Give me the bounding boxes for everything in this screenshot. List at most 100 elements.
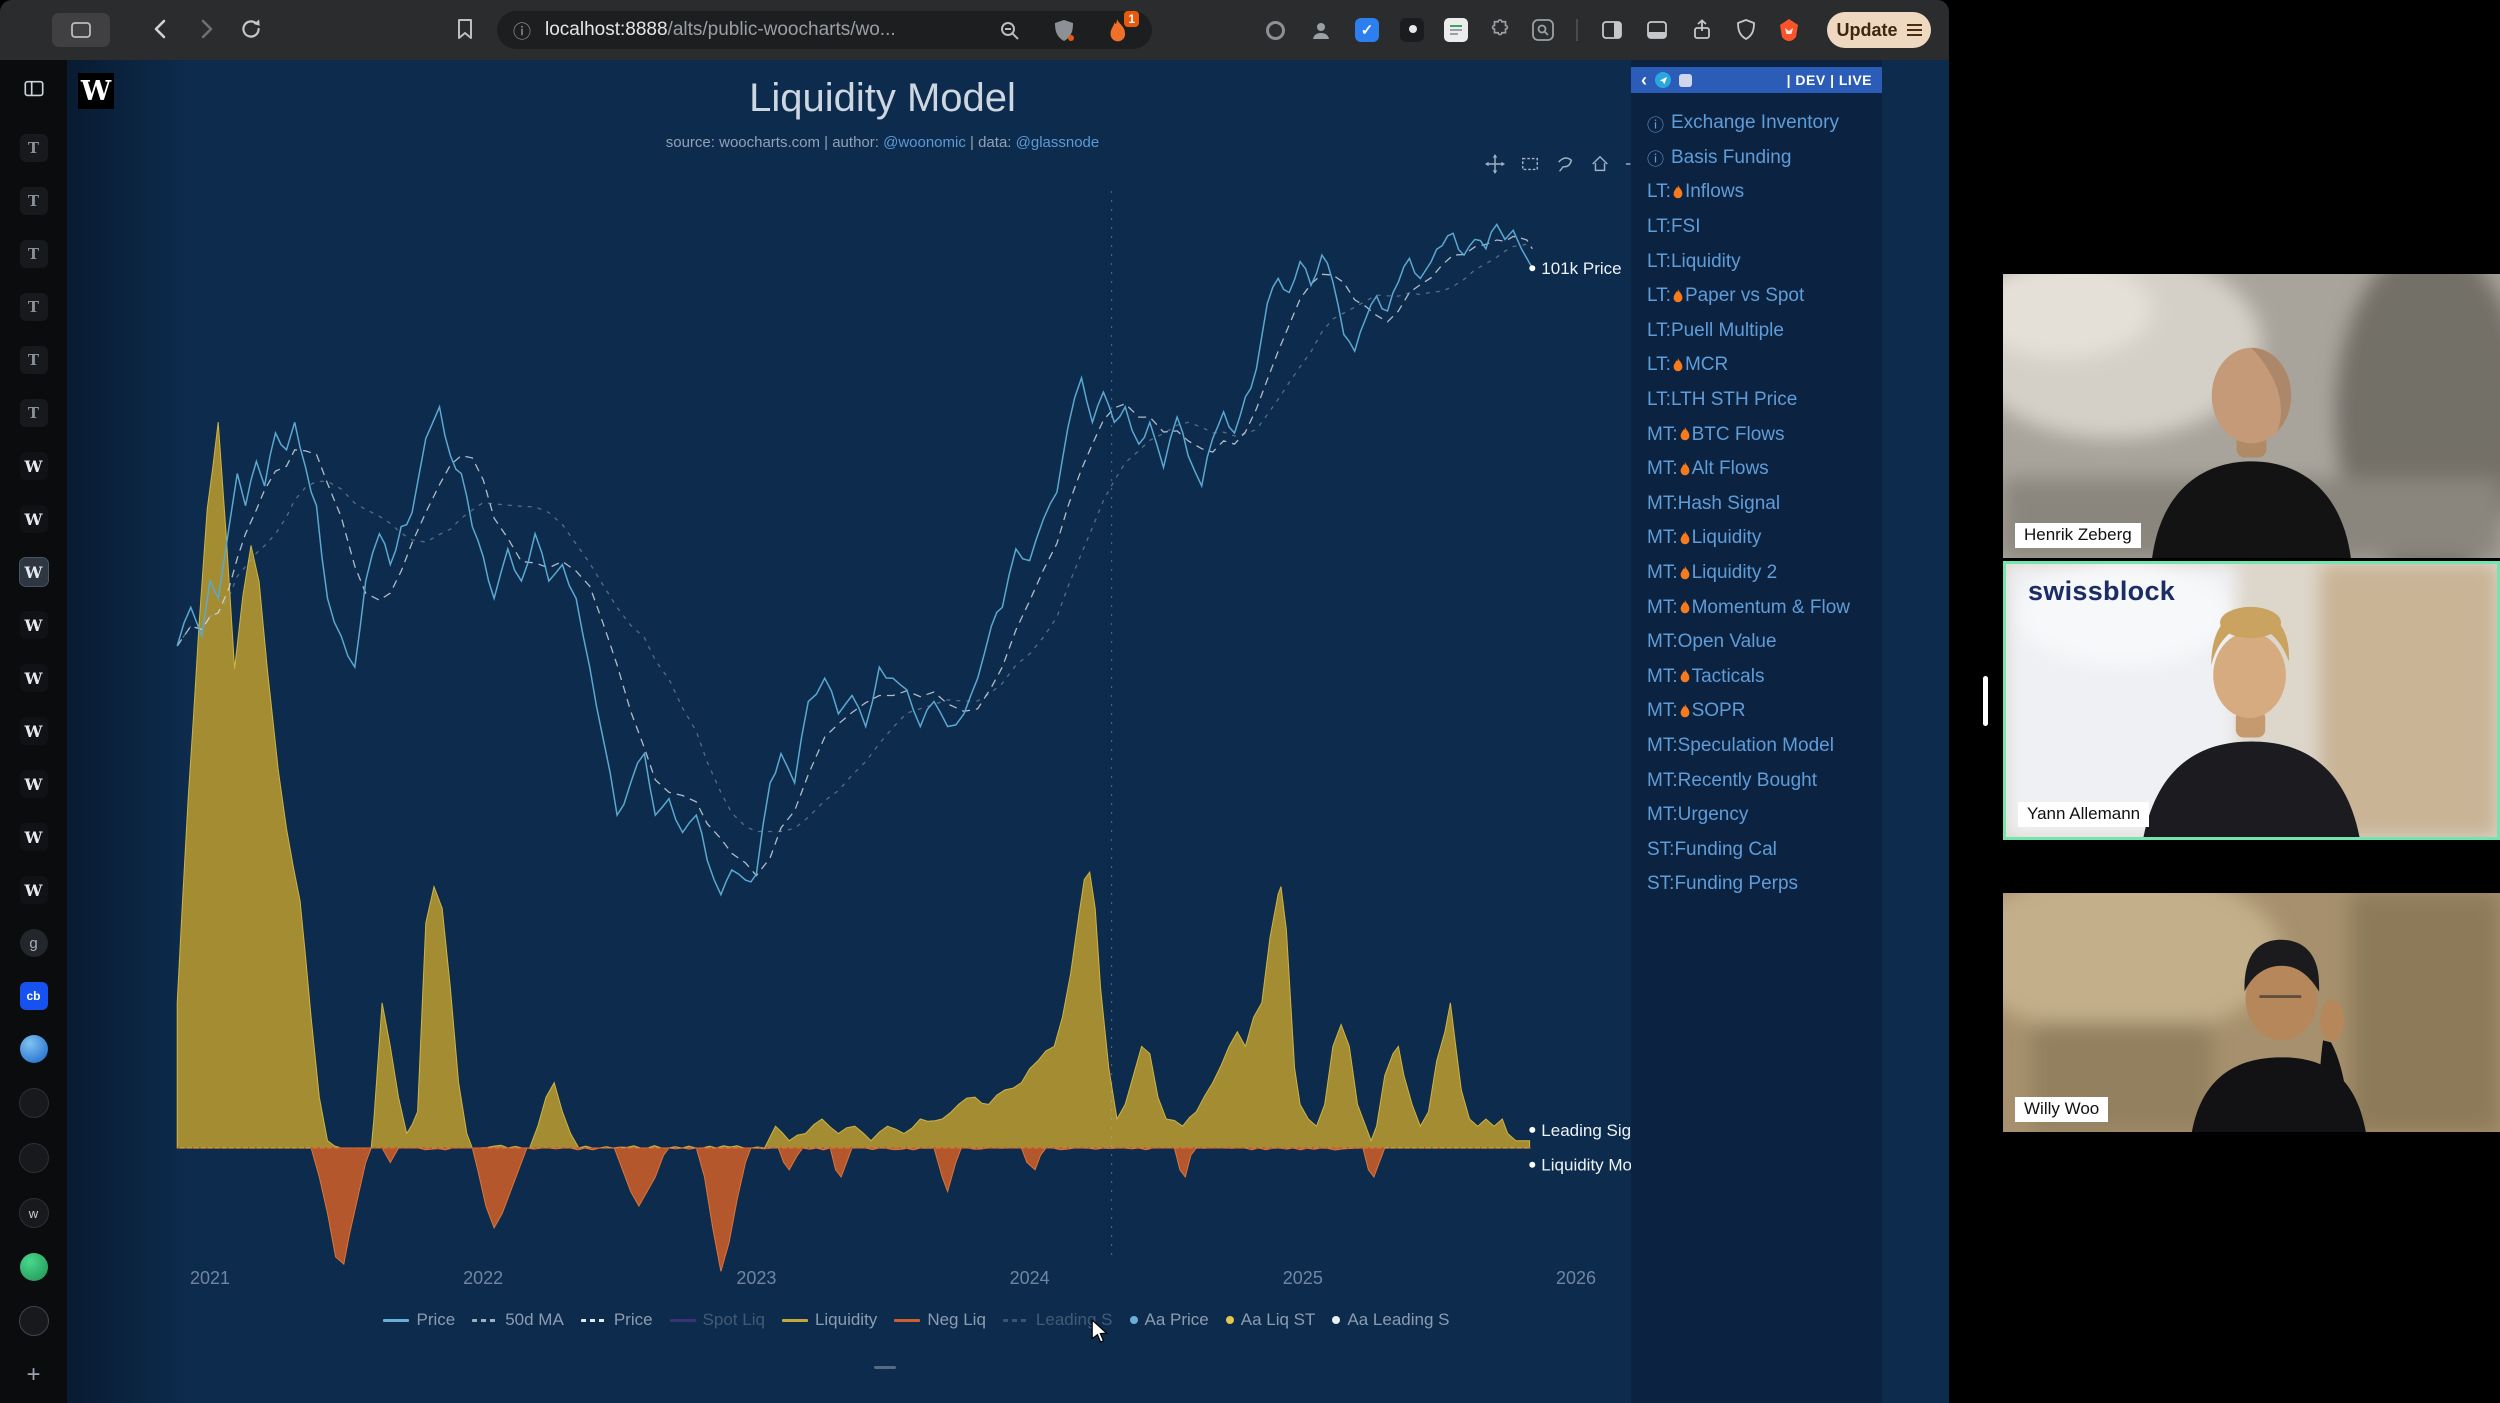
menu-item[interactable]: ⓘ Exchange Inventory xyxy=(1647,112,1839,135)
extension-icon-search[interactable] xyxy=(1530,17,1556,43)
menu-item[interactable]: MT: Liquidity xyxy=(1647,527,1762,549)
video-participant-yann[interactable]: swissblock Yann Allemann xyxy=(2003,561,2500,840)
legend-item[interactable]: Aa Leading S xyxy=(1332,1310,1450,1330)
extension-icon-profile[interactable] xyxy=(1308,17,1334,43)
w-dot-icon[interactable]: w xyxy=(18,1198,49,1228)
extensions-puzzle-icon[interactable] xyxy=(1487,17,1513,43)
tab-strip-button[interactable] xyxy=(52,13,110,47)
pan-icon[interactable] xyxy=(1483,152,1507,176)
menu-item[interactable]: ST: Funding Cal xyxy=(1647,838,1777,860)
extension-icon-ring[interactable] xyxy=(1262,17,1288,43)
text-tool-icon[interactable]: T xyxy=(19,346,48,374)
share-icon[interactable] xyxy=(1689,17,1715,43)
menu-item[interactable]: LT: Puell Multiple xyxy=(1647,319,1784,341)
update-button[interactable]: Update xyxy=(1827,12,1931,48)
menu-item[interactable]: LT: FSI xyxy=(1647,216,1701,238)
home-icon[interactable] xyxy=(1588,152,1612,176)
url-text: localhost:8888/alts/public-woocharts/wo.… xyxy=(545,19,896,40)
extension-icon-check[interactable]: ✓ xyxy=(1354,17,1380,43)
video-participant-willy[interactable]: Willy Woo xyxy=(2003,893,2500,1132)
video-participant-henrik[interactable]: Henrik Zeberg xyxy=(2003,274,2500,558)
menu-item[interactable]: LT: LTH STH Price xyxy=(1647,389,1798,411)
menu-item[interactable]: ⓘ Basis Funding xyxy=(1647,146,1792,170)
chart-tab-w[interactable]: W xyxy=(19,452,48,480)
chart-tab-w[interactable]: W xyxy=(19,664,48,692)
green-dot-icon[interactable] xyxy=(19,1253,48,1281)
x-axis-label: 2025 xyxy=(1282,1268,1323,1288)
address-bar[interactable]: ⓘ localhost:8888/alts/public-woocharts/w… xyxy=(497,11,1152,49)
back-button[interactable] xyxy=(146,14,176,44)
menu-item[interactable]: LT: MCR xyxy=(1647,354,1729,376)
chart-tab-w[interactable]: W xyxy=(19,876,48,904)
menu-item[interactable]: MT: Recently Bought xyxy=(1647,769,1818,791)
text-tool-icon[interactable]: T xyxy=(19,187,48,215)
data-link[interactable]: @glassnode xyxy=(1015,134,1100,151)
text-tool-icon[interactable]: T xyxy=(19,293,48,321)
legend-item[interactable]: Liquidity xyxy=(781,1310,877,1330)
extension-icon-dark[interactable] xyxy=(1399,17,1425,43)
lasso-icon[interactable] xyxy=(1553,152,1577,176)
panels-icon[interactable] xyxy=(20,75,48,103)
collapse-icon[interactable]: ‹ xyxy=(1641,70,1647,90)
menu-item[interactable]: MT: Hash Signal xyxy=(1647,492,1781,514)
brave-lion-icon[interactable] xyxy=(1776,17,1802,43)
chart-tab-w[interactable]: W xyxy=(19,505,48,533)
zoom-out-icon[interactable] xyxy=(997,18,1023,44)
blue-sphere-icon[interactable] xyxy=(19,1035,48,1063)
menu-item[interactable]: LT: Inflows xyxy=(1647,181,1745,203)
legend-item[interactable]: Spot Liq xyxy=(669,1310,765,1330)
legend-item[interactable]: Neg Liq xyxy=(894,1310,986,1330)
menu-item[interactable]: MT: Open Value xyxy=(1647,631,1777,653)
add-button[interactable]: + xyxy=(26,1361,41,1388)
box-select-icon[interactable] xyxy=(1518,152,1542,176)
menu-item[interactable]: MT: Urgency xyxy=(1647,804,1749,826)
menu-item[interactable]: LT: Paper vs Spot xyxy=(1647,285,1805,307)
menu-item[interactable]: MT: SOPR xyxy=(1647,700,1746,722)
flame-icon[interactable]: 1 xyxy=(1104,11,1139,44)
sidebar-toggle-icon[interactable] xyxy=(1599,17,1625,43)
menu-item[interactable]: MT: Alt Flows xyxy=(1647,458,1769,480)
app-logo[interactable]: W xyxy=(78,73,114,109)
reading-list-icon[interactable] xyxy=(1644,17,1670,43)
dark-dot-icon[interactable] xyxy=(18,1143,49,1173)
menu-item[interactable]: MT: Momentum & Flow xyxy=(1647,596,1850,618)
reload-button[interactable] xyxy=(236,14,266,44)
chart-tab-w[interactable]: W xyxy=(19,717,48,745)
legend-item[interactable]: Aa Liq ST xyxy=(1225,1310,1315,1330)
bookmark-icon[interactable] xyxy=(450,14,480,44)
ring-dot-icon[interactable] xyxy=(18,1306,49,1336)
text-tool-icon[interactable]: T xyxy=(19,134,48,162)
privacy-shield-icon[interactable] xyxy=(1733,17,1759,43)
legend-item[interactable]: 50d MA xyxy=(472,1310,564,1330)
menu-item[interactable]: LT: Liquidity xyxy=(1647,250,1741,272)
menu-item[interactable]: MT: Speculation Model xyxy=(1647,734,1834,756)
legend-item[interactable]: Aa Price xyxy=(1129,1310,1209,1330)
legend-item[interactable]: Price xyxy=(383,1310,455,1330)
chart-tab-w-active[interactable]: W xyxy=(18,557,49,587)
legend-item[interactable]: Price xyxy=(580,1310,653,1330)
extension-icon-notes[interactable] xyxy=(1443,17,1469,43)
liquidity-plot[interactable]: 101k Price Leading Signal Liquidity Model xyxy=(175,183,1658,1272)
menu-item[interactable]: MT: BTC Flows xyxy=(1647,423,1785,445)
chart-tab-w[interactable]: W xyxy=(19,823,48,851)
video-feed xyxy=(2003,274,2500,558)
menu-topbar-icon-1[interactable] xyxy=(1655,72,1671,88)
chart-tab-w[interactable]: W xyxy=(19,770,48,798)
chart-tab-w[interactable]: W xyxy=(19,611,48,639)
text-tool-icon[interactable]: T xyxy=(19,240,48,268)
window-resize-handle[interactable] xyxy=(1983,676,1988,726)
menu-item[interactable]: ST: Funding Perps xyxy=(1647,873,1799,895)
dark-dot-icon[interactable] xyxy=(18,1088,49,1118)
forward-button[interactable] xyxy=(191,14,221,44)
menu-item[interactable]: MT: Tacticals xyxy=(1647,665,1765,687)
resize-grip[interactable] xyxy=(874,1366,896,1369)
coinbase-icon[interactable]: cb xyxy=(19,982,48,1010)
text-tool-icon[interactable]: T xyxy=(19,399,48,427)
menu-item[interactable]: MT: Liquidity 2 xyxy=(1647,562,1778,584)
chart-tab-g[interactable]: g xyxy=(19,929,48,957)
menu-topbar-icon-2[interactable] xyxy=(1679,73,1692,87)
site-info-icon[interactable]: ⓘ xyxy=(513,22,531,42)
brave-shield-icon[interactable] xyxy=(1051,18,1077,44)
author-link[interactable]: @woonomic xyxy=(883,134,966,151)
